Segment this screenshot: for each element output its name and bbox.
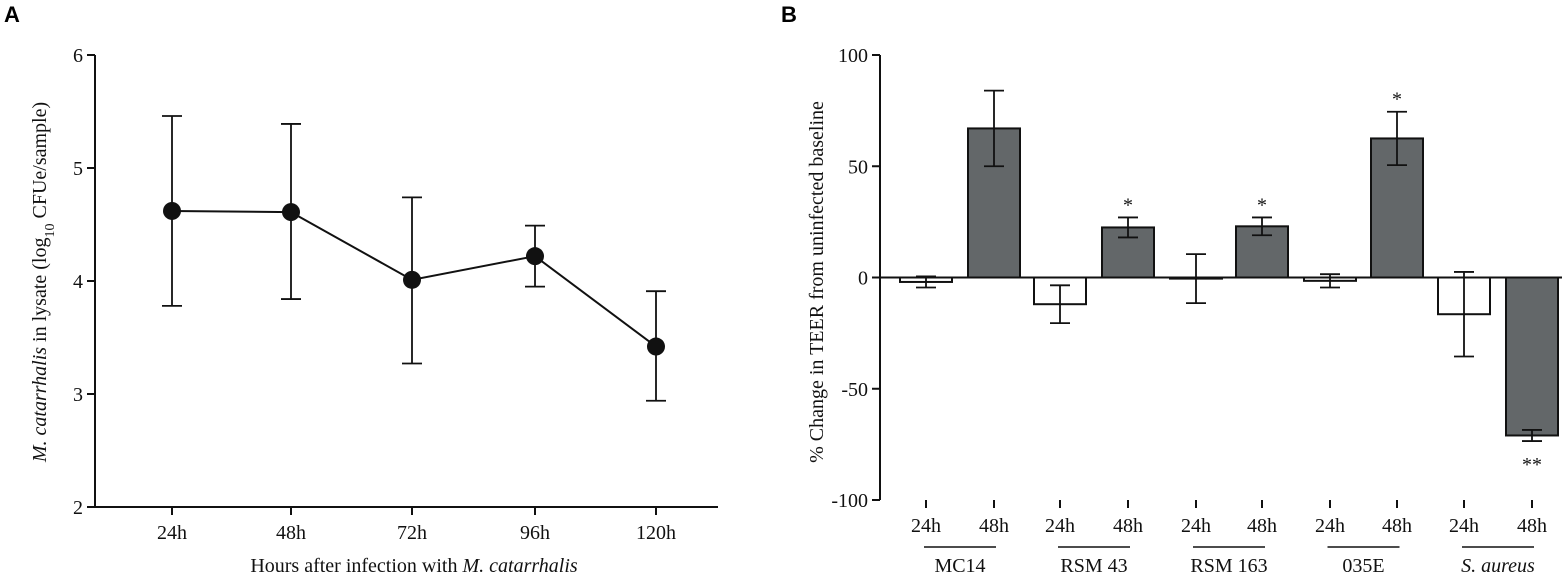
panel-b-label: B bbox=[781, 2, 797, 27]
panel-b-y-tick-label: 100 bbox=[838, 45, 868, 67]
panel-a-y-ticks: 2 3 4 5 6 bbox=[73, 45, 95, 519]
panel-b-x-tick-label: 48h bbox=[979, 515, 1009, 537]
panel-b-group-label: 035E bbox=[1342, 555, 1384, 577]
panel-b-group-label: RSM 43 bbox=[1060, 555, 1127, 577]
panel-b-bar bbox=[1505, 276, 1559, 437]
panel-a-y-tick-label: 2 bbox=[73, 497, 83, 519]
panel-b-significance-mark: * bbox=[1123, 194, 1133, 216]
panel-a-y-axis-label: M. catarrhalis in lysate (log10 CFUe/sam… bbox=[29, 102, 58, 463]
panel-b-x-tick-label: 24h bbox=[911, 515, 941, 537]
panel-a-x-tick-label: 120h bbox=[636, 522, 676, 544]
panel-b-y-tick-label: -50 bbox=[841, 379, 868, 401]
panel-b-y-tick-label: 50 bbox=[848, 156, 868, 178]
panel-a-data-point bbox=[526, 247, 544, 266]
panel-a-data-point bbox=[403, 270, 421, 289]
panel-a-y-tick-label: 6 bbox=[73, 45, 83, 67]
panel-b-x-tick-label: 24h bbox=[1181, 515, 1211, 537]
panel-a-x-ticks: 24h 48h 72h 96h 120h bbox=[157, 507, 676, 544]
panel-b-significance-mark: ** bbox=[1522, 454, 1542, 476]
panel-a-x-tick-label: 48h bbox=[276, 522, 306, 544]
panel-a-data-point bbox=[282, 203, 300, 222]
panel-a-series bbox=[162, 115, 666, 402]
panel-b-bars: * **** bbox=[899, 89, 1559, 476]
panel-b-x-tick-label: 48h bbox=[1517, 515, 1547, 537]
panel-a-y-tick-label: 4 bbox=[73, 271, 83, 293]
panel-a-y-tick-label: 3 bbox=[73, 384, 83, 406]
panel-b-significance-mark: * bbox=[1392, 89, 1402, 111]
panel-a-x-axis-label: Hours after infection with M. catarrhali… bbox=[250, 555, 578, 577]
panel-a-data-point bbox=[647, 337, 665, 356]
panel-b-x-tick-label: 24h bbox=[1449, 515, 1479, 537]
panel-b-y-tick-label: 0 bbox=[858, 268, 868, 290]
panel-b-x-tick-label: 24h bbox=[1315, 515, 1345, 537]
panel-b-x-tick-label: 48h bbox=[1382, 515, 1412, 537]
panel-b-x-ticks: 24h 48h 24h 48h 24h 48h 24h 48h 24h 48h bbox=[911, 500, 1547, 537]
panel-a-y-tick-label: 5 bbox=[73, 158, 83, 180]
panel-b-group-label: RSM 163 bbox=[1190, 555, 1267, 577]
panel-b-x-tick-label: 48h bbox=[1113, 515, 1143, 537]
panel-b-y-tick-label: -100 bbox=[831, 490, 868, 512]
panel-a-x-tick-label: 24h bbox=[157, 522, 187, 544]
panel-b-y-axis-label: % Change in TEER from uninfected baselin… bbox=[806, 101, 828, 463]
panel-b-group-label: MC14 bbox=[934, 555, 985, 577]
panel-a-data-point bbox=[163, 201, 181, 220]
panel-a-x-tick-label: 96h bbox=[520, 522, 550, 544]
panel-b-group-labels: MC14 RSM 43 RSM 163 035E S. aureus bbox=[924, 546, 1535, 577]
panel-b-y-ticks: -100 -50 0 50 100 bbox=[831, 45, 880, 512]
panel-b-x-tick-label: 24h bbox=[1045, 515, 1075, 537]
panel-b-x-tick-label: 48h bbox=[1247, 515, 1277, 537]
panel-b-significance-mark: * bbox=[1257, 194, 1267, 216]
panel-a-label: A bbox=[4, 2, 20, 27]
panel-b-group-label: S. aureus bbox=[1461, 555, 1535, 577]
panel-a-x-tick-label: 72h bbox=[397, 522, 427, 544]
